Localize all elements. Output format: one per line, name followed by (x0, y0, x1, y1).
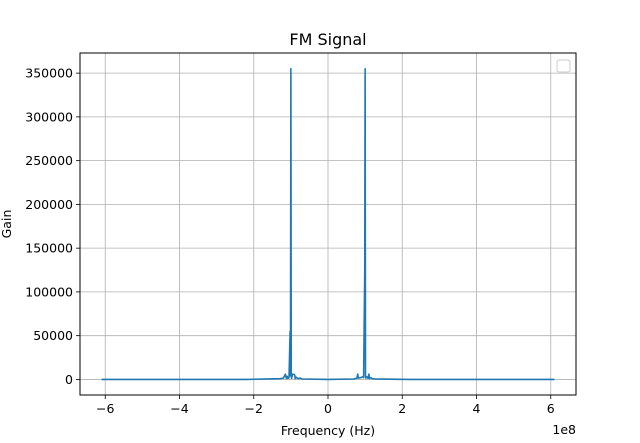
y-tick-label: 300000 (25, 109, 73, 124)
data-point (554, 379, 556, 381)
y-tick-label: 350000 (25, 66, 73, 81)
data-point (353, 378, 355, 380)
data-point (246, 379, 248, 381)
y-axis-label: Gain (0, 210, 14, 239)
data-point (101, 379, 103, 381)
legend-box (556, 59, 571, 73)
y-tick-label: 200000 (25, 197, 73, 212)
data-point (285, 373, 287, 375)
data-point (292, 373, 294, 375)
data-point (299, 377, 301, 379)
data-point (365, 377, 367, 379)
data-point (409, 379, 411, 381)
y-tick-label: 100000 (25, 284, 73, 299)
data-point (286, 378, 288, 380)
data-point (368, 373, 370, 375)
data-point (364, 269, 366, 271)
data-point (356, 377, 358, 379)
y-axis: 0 50000 100000 150000 200000 250000 300000 3500… (25, 66, 80, 387)
data-point (291, 378, 293, 380)
x-tick-label: 0 (324, 401, 332, 416)
data-point (363, 377, 365, 379)
data-point (365, 375, 367, 377)
data-point (297, 378, 299, 380)
data-point (358, 377, 360, 379)
y-tick-label: 50000 (33, 328, 73, 343)
x-axis: −6 −4 −2 0 2 4 6 (96, 395, 555, 416)
x-tick-label: −2 (245, 401, 263, 416)
y-tick-label: 250000 (25, 153, 73, 168)
data-point (367, 378, 369, 380)
x-offset-label: 1e8 (552, 422, 576, 437)
x-tick-label: −4 (170, 401, 188, 416)
x-axis-label: Frequency (Hz) (281, 423, 375, 438)
chart-title: FM Signal (289, 30, 366, 49)
x-tick-label: 6 (547, 401, 555, 416)
x-tick-label: 4 (473, 401, 481, 416)
data-point (357, 373, 359, 375)
data-point (294, 374, 296, 376)
data-point (364, 304, 366, 306)
data-point (289, 330, 291, 332)
x-tick-label: −6 (96, 401, 114, 416)
data-point (283, 377, 285, 379)
data-point (295, 376, 297, 378)
series-layer (101, 67, 556, 381)
data-point (286, 376, 288, 378)
data-point (366, 376, 368, 378)
y-tick-label: 0 (65, 372, 73, 387)
data-point (375, 378, 377, 380)
series-line (101, 67, 555, 381)
data-point (301, 378, 303, 380)
data-point (295, 378, 297, 380)
data-point (288, 377, 290, 379)
data-point (279, 378, 281, 380)
y-tick-label: 150000 (25, 241, 73, 256)
data-point (372, 378, 374, 380)
data-point (364, 68, 366, 70)
data-point (360, 377, 362, 379)
grid (80, 53, 576, 395)
data-point (370, 377, 372, 379)
data-point (290, 68, 292, 70)
data-point (327, 379, 329, 381)
x-tick-label: 2 (398, 401, 406, 416)
